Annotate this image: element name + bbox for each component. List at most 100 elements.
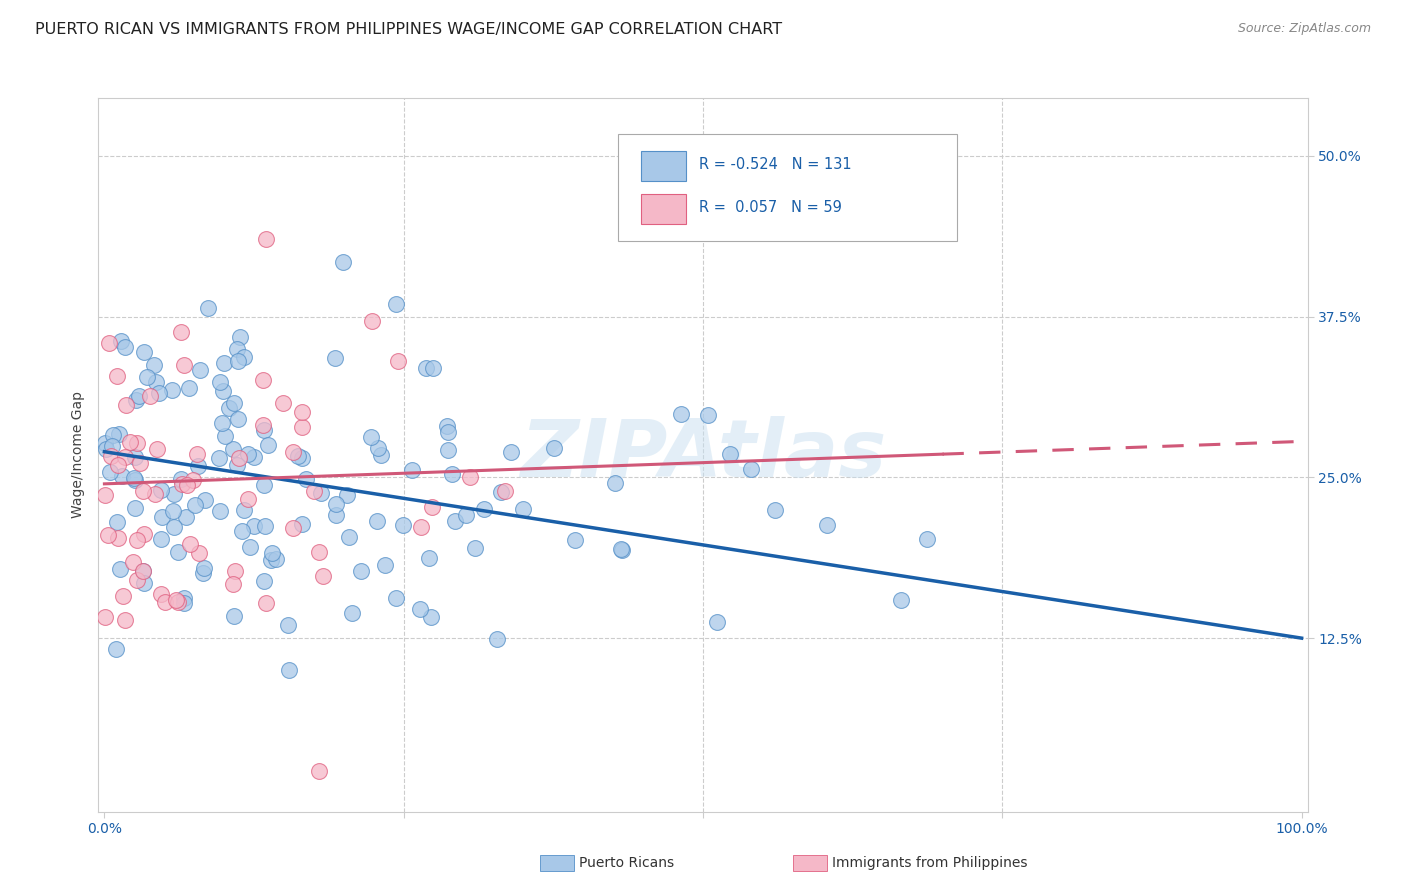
Point: [543, 441, 565, 455]
Point: [308, 545, 330, 559]
Point: [139, 389, 162, 403]
Point: [165, 592, 187, 607]
Point: [105, 515, 128, 529]
Point: [295, 472, 318, 486]
Point: [370, 448, 392, 462]
Point: [221, 442, 243, 457]
Point: [221, 576, 243, 591]
Point: [409, 602, 432, 616]
Point: [231, 524, 253, 538]
Point: [257, 438, 280, 452]
Point: [392, 518, 415, 533]
Point: [763, 503, 786, 517]
Text: ZIPAtlas: ZIPAtlas: [520, 416, 886, 494]
Point: [512, 502, 534, 516]
Point: [212, 356, 235, 370]
Point: [228, 450, 250, 465]
Point: [499, 444, 522, 458]
Point: [228, 412, 250, 426]
Point: [134, 526, 156, 541]
Point: [291, 516, 314, 531]
Point: [149, 532, 172, 546]
Point: [142, 358, 165, 372]
Point: [271, 396, 294, 410]
Point: [128, 389, 150, 403]
Point: [149, 483, 172, 497]
Point: [239, 541, 262, 555]
Point: [332, 255, 354, 269]
Point: [669, 407, 692, 421]
Point: [340, 606, 363, 620]
Point: [260, 552, 283, 566]
Point: [110, 469, 132, 483]
Point: [174, 510, 197, 524]
Point: [312, 569, 335, 583]
Point: [242, 519, 264, 533]
Point: [107, 531, 129, 545]
Point: [232, 351, 254, 365]
Point: [603, 476, 626, 491]
Point: [124, 450, 146, 465]
Point: [718, 447, 741, 461]
Point: [325, 497, 347, 511]
Point: [252, 373, 274, 387]
Point: [436, 418, 458, 433]
Text: R =  0.057   N = 59: R = 0.057 N = 59: [699, 200, 842, 215]
Point: [134, 575, 156, 590]
Point: [98, 336, 121, 351]
Point: [162, 504, 184, 518]
Point: [485, 632, 508, 646]
Point: [437, 442, 460, 457]
Point: [122, 471, 145, 485]
Point: [277, 617, 299, 632]
Point: [236, 491, 259, 506]
Point: [125, 533, 148, 548]
Point: [197, 301, 219, 316]
Point: [464, 541, 486, 556]
Point: [225, 343, 247, 357]
Point: [291, 420, 314, 434]
Point: [179, 537, 201, 551]
Point: [418, 551, 440, 566]
Point: [208, 375, 231, 389]
Point: [115, 398, 138, 412]
Point: [252, 417, 274, 432]
Point: [94, 488, 117, 502]
Point: [325, 508, 347, 522]
Point: [236, 447, 259, 461]
Point: [132, 483, 155, 498]
Point: [222, 609, 245, 624]
Point: [112, 589, 135, 603]
Point: [166, 545, 188, 559]
Point: [740, 462, 762, 476]
Point: [93, 436, 115, 450]
Point: [243, 450, 266, 464]
Point: [308, 764, 330, 778]
Point: [191, 566, 214, 580]
Point: [281, 444, 304, 458]
Point: [262, 546, 284, 560]
Point: [122, 555, 145, 569]
FancyBboxPatch shape: [641, 151, 686, 181]
Point: [401, 463, 423, 477]
Point: [211, 417, 233, 431]
Point: [150, 509, 173, 524]
Point: [125, 573, 148, 587]
Point: [128, 456, 150, 470]
Point: [494, 484, 516, 499]
Point: [173, 358, 195, 372]
Point: [173, 596, 195, 610]
Point: [264, 551, 287, 566]
Point: [440, 467, 463, 481]
Point: [706, 615, 728, 629]
Point: [208, 503, 231, 517]
Point: [387, 354, 409, 368]
Point: [107, 458, 129, 472]
Point: [253, 478, 276, 492]
Point: [218, 401, 240, 415]
Point: [436, 425, 458, 439]
Point: [170, 472, 193, 486]
Point: [229, 329, 252, 343]
Point: [125, 436, 148, 450]
Point: [114, 450, 136, 465]
